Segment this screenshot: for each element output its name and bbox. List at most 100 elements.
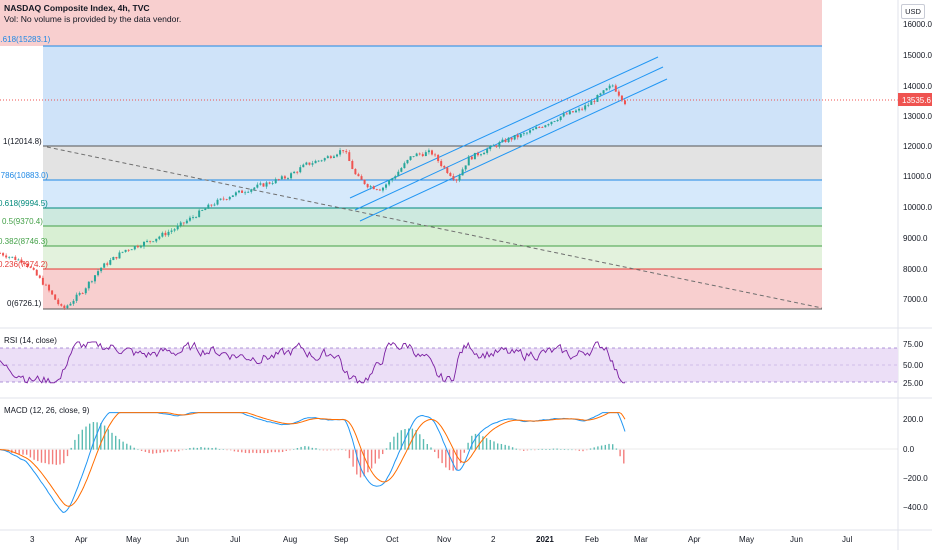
candle-body	[510, 137, 513, 140]
rsi-title[interactable]: RSI (14, close)	[4, 336, 57, 345]
macd-bar	[489, 439, 491, 450]
candle-body	[283, 176, 286, 179]
macd-bar	[304, 446, 306, 450]
candle-body	[357, 174, 360, 177]
candle-body	[299, 167, 302, 173]
macd-bar	[482, 436, 484, 450]
currency-button[interactable]: USD	[901, 4, 925, 19]
candle-body	[192, 217, 195, 218]
candle-body	[124, 249, 127, 252]
macd-bar	[181, 449, 184, 451]
macd-bar	[478, 434, 480, 450]
macd-bar	[608, 443, 610, 450]
candle-body	[470, 156, 473, 160]
candle-body	[51, 290, 54, 295]
candle-body	[81, 293, 84, 294]
macd-bar	[159, 449, 161, 453]
candle-body	[473, 152, 476, 160]
macd-title[interactable]: MACD (12, 26, close, 9)	[4, 406, 90, 415]
macd-bar	[259, 449, 261, 454]
candle-body	[127, 249, 130, 251]
trend-line[interactable]	[46, 146, 823, 309]
macd-bar	[359, 449, 362, 478]
candle-body	[599, 93, 602, 95]
macd-bar	[504, 444, 506, 450]
candle-body	[262, 183, 265, 187]
macd-bar	[459, 449, 462, 464]
last-price-label: 13535.6	[902, 96, 931, 105]
macd-bar	[185, 449, 187, 450]
candle-body	[210, 204, 213, 206]
macd-bar	[612, 444, 614, 450]
candle-body	[452, 176, 455, 180]
candle-body	[268, 182, 271, 184]
candle-body	[173, 229, 176, 231]
macd-bar	[319, 449, 321, 451]
candle-body	[611, 85, 614, 87]
macd-bar	[192, 447, 195, 450]
candle-body	[133, 245, 136, 250]
macd-bar	[526, 449, 529, 451]
candle-body	[440, 161, 443, 167]
macd-bar	[133, 447, 135, 450]
macd-bar	[448, 449, 451, 471]
time-axis[interactable]: 3 Apr May Jun Jul Aug Sep Oct Nov 2 2021…	[30, 535, 852, 544]
time-tick: Apr	[75, 535, 88, 544]
symbol-title[interactable]: NASDAQ Composite Index, 4h, TVC	[4, 3, 150, 13]
macd-bar	[137, 449, 139, 451]
macd-bar	[285, 449, 287, 451]
candle-body	[437, 154, 440, 162]
candle-body	[152, 241, 155, 243]
candle-body	[568, 111, 571, 115]
candle-body	[504, 139, 507, 143]
candle-body	[415, 153, 418, 157]
candle-body	[562, 113, 565, 117]
candle-body	[2, 253, 5, 256]
candle-body	[213, 204, 216, 206]
macd-bar	[59, 449, 61, 465]
macd-bar	[582, 449, 584, 452]
macd-bar	[274, 449, 276, 453]
candle-body	[507, 137, 510, 143]
candle-body	[532, 129, 535, 131]
fib-label: 0.618(9994.5)	[0, 199, 48, 208]
candle-body	[403, 163, 406, 169]
macd-bar	[111, 432, 113, 450]
macd-bar	[204, 447, 206, 450]
candle-body	[400, 168, 403, 172]
macd-bar	[485, 438, 488, 450]
macd-histogram	[0, 422, 625, 478]
candle-body	[547, 124, 550, 126]
macd-bar	[66, 449, 69, 457]
macd-bar	[600, 445, 603, 450]
macd-bar	[248, 449, 250, 454]
macd-bar	[89, 423, 91, 450]
candle-body	[75, 294, 78, 301]
price-axis[interactable]: 16000.0 15000.0 14000.0 13000.0 12000.0 …	[903, 20, 932, 304]
macd-bar	[37, 449, 39, 462]
macd-line	[0, 412, 626, 514]
macd-bar	[100, 423, 102, 450]
macd-bar	[241, 449, 243, 453]
macd-tick: −200.0	[903, 474, 928, 483]
candle-body	[201, 210, 204, 211]
macd-bar	[374, 449, 376, 464]
price-candles	[0, 83, 626, 311]
macd-bar	[574, 449, 577, 451]
macd-bar	[29, 449, 32, 458]
macd-bar	[333, 449, 336, 451]
macd-bar	[200, 446, 202, 450]
macd-bar	[567, 449, 569, 451]
time-tick: May	[739, 535, 754, 544]
macd-bar	[382, 449, 384, 455]
macd-bar	[589, 448, 592, 450]
candle-body	[525, 132, 528, 134]
candle-body	[118, 252, 121, 259]
macd-bar	[326, 449, 328, 451]
candle-body	[492, 145, 495, 147]
candle-body	[253, 187, 256, 190]
candle-body	[237, 190, 240, 193]
macd-tick: 0.0	[903, 445, 915, 454]
candle-body	[489, 145, 492, 150]
